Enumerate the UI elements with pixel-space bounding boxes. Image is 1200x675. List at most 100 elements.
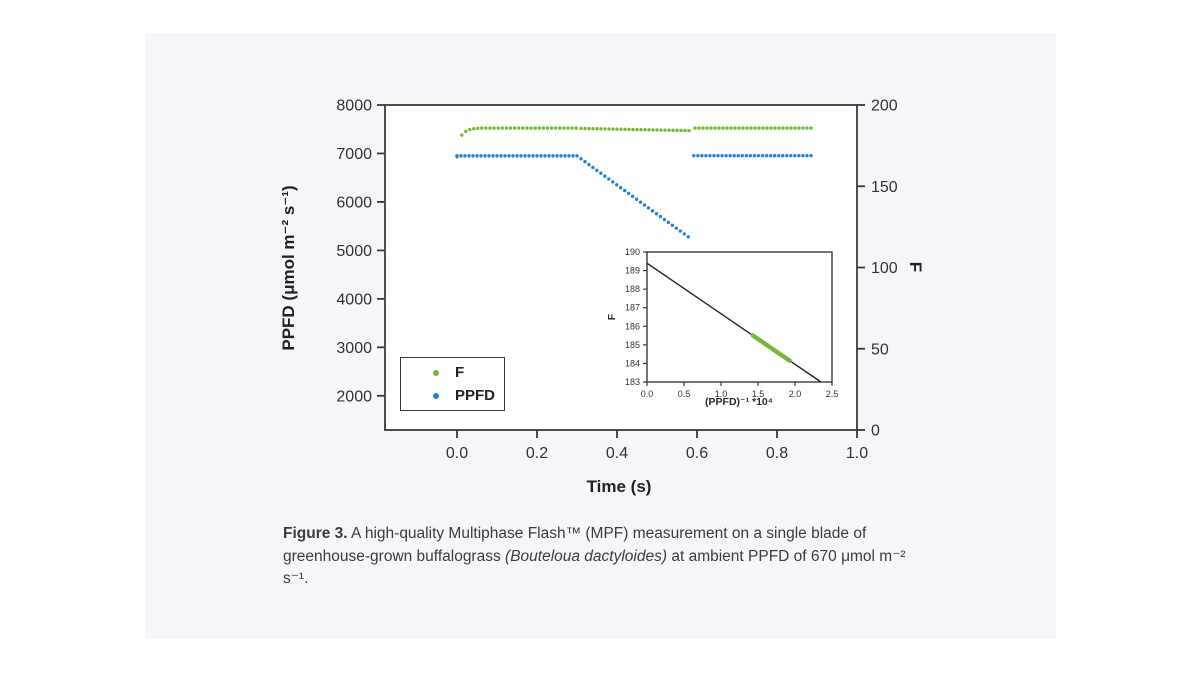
inset-y-tick-label: 186 bbox=[625, 321, 640, 331]
f-data-point bbox=[468, 127, 472, 132]
ppfd-data-point bbox=[658, 214, 663, 219]
ppfd-data-point bbox=[805, 153, 809, 158]
inset-data-point bbox=[787, 358, 793, 363]
ppfd-data-point bbox=[543, 154, 547, 158]
x-tick-label: 0.6 bbox=[686, 445, 708, 462]
f-data-point bbox=[647, 128, 651, 132]
f-data-point bbox=[667, 128, 671, 132]
f-data-point bbox=[603, 127, 607, 131]
f-data-point bbox=[713, 126, 717, 130]
ppfd-data-point bbox=[455, 154, 459, 158]
f-data-point bbox=[537, 126, 541, 130]
ppfd-data-point bbox=[531, 154, 535, 158]
f-data-point bbox=[801, 126, 805, 130]
f-data-point bbox=[729, 126, 733, 130]
f-data-point bbox=[687, 128, 691, 133]
ppfd-data-point bbox=[772, 153, 777, 158]
ppfd-data-point bbox=[674, 226, 678, 230]
ppfd-data-point bbox=[551, 154, 555, 158]
ppfd-data-point bbox=[611, 180, 615, 184]
ppfd-data-point bbox=[571, 154, 575, 158]
ppfd-data-point bbox=[622, 188, 627, 193]
ppfd-data-point bbox=[583, 159, 587, 164]
legend: F PPFD bbox=[400, 357, 505, 411]
ppfd-data-point bbox=[527, 154, 531, 158]
f-data-point bbox=[709, 126, 713, 130]
legend-swatch-f-icon bbox=[433, 369, 439, 376]
f-data-point bbox=[671, 128, 675, 133]
ppfd-data-point bbox=[736, 153, 740, 158]
f-data-point bbox=[765, 126, 769, 130]
f-data-point bbox=[741, 126, 745, 130]
ppfd-data-point bbox=[547, 154, 551, 158]
inset-x-tick-label: 0.5 bbox=[678, 389, 691, 399]
x-tick-label: 0.4 bbox=[606, 445, 628, 462]
f-data-point bbox=[476, 126, 480, 130]
caption-text-1: A high-quality Multiphase Flash™ (MPF) m… bbox=[283, 525, 867, 565]
caption-text-2: at ambient PPFD of 670 μmol m⁻² s⁻¹. bbox=[283, 547, 906, 588]
f-data-point bbox=[663, 128, 667, 132]
f-data-point bbox=[717, 126, 721, 130]
f-data-point bbox=[745, 126, 749, 130]
f-data-point bbox=[793, 126, 797, 130]
right-y-tick-label: 0 bbox=[871, 423, 880, 440]
f-data-point bbox=[615, 127, 619, 131]
caption-species-name: (Bouteloua dactyloides) bbox=[505, 547, 668, 565]
ppfd-data-point bbox=[467, 154, 471, 158]
inset-y-tick-label: 188 bbox=[625, 284, 640, 294]
right-y-tick-label: 100 bbox=[871, 260, 898, 277]
right-y-axis-title: F bbox=[906, 261, 925, 273]
ppfd-data-point bbox=[487, 154, 491, 158]
ppfd-data-point bbox=[740, 153, 744, 158]
f-data-point bbox=[757, 126, 761, 130]
f-data-point bbox=[562, 126, 566, 130]
right-y-tick-label: 50 bbox=[871, 341, 889, 358]
f-data-point bbox=[521, 126, 525, 130]
inset-x-tick-label: 2.5 bbox=[826, 389, 839, 399]
f-data-point bbox=[558, 126, 562, 130]
ppfd-data-point bbox=[654, 212, 659, 216]
ppfd-data-point bbox=[638, 200, 643, 204]
ppfd-data-point bbox=[599, 171, 603, 175]
ppfd-data-point bbox=[523, 154, 527, 158]
ppfd-data-point bbox=[797, 153, 801, 158]
f-data-point bbox=[607, 127, 611, 131]
ppfd-data-point bbox=[692, 153, 696, 158]
f-data-point bbox=[512, 126, 517, 130]
f-data-point bbox=[705, 126, 709, 130]
right-y-tick-label: 200 bbox=[871, 98, 898, 115]
ppfd-data-point bbox=[650, 209, 655, 213]
f-data-point bbox=[753, 126, 757, 130]
ppfd-data-point bbox=[744, 153, 749, 158]
ppfd-data-point bbox=[634, 197, 639, 201]
f-data-point bbox=[749, 126, 753, 130]
ppfd-data-point bbox=[686, 235, 690, 239]
ppfd-data-point bbox=[764, 153, 769, 158]
f-data-point bbox=[508, 126, 513, 130]
ppfd-data-point bbox=[666, 220, 671, 225]
ppfd-data-point bbox=[619, 185, 623, 190]
ppfd-data-point bbox=[662, 217, 667, 222]
f-data-point bbox=[553, 126, 558, 130]
legend-item-ppfd: PPFD bbox=[433, 388, 504, 404]
f-data-point bbox=[504, 126, 509, 130]
inset-y-tick-label: 187 bbox=[625, 303, 640, 313]
ppfd-data-point bbox=[776, 153, 781, 158]
ppfd-data-point bbox=[459, 154, 463, 158]
ppfd-data-point bbox=[515, 154, 519, 158]
f-data-point bbox=[480, 126, 484, 130]
f-data-point bbox=[789, 126, 793, 130]
ppfd-data-point bbox=[626, 191, 631, 196]
ppfd-data-point bbox=[607, 177, 611, 181]
ppfd-data-point bbox=[539, 154, 543, 158]
ppfd-data-point bbox=[708, 153, 712, 158]
ppfd-data-point bbox=[603, 174, 607, 178]
f-data-point bbox=[545, 126, 550, 130]
f-data-point bbox=[627, 127, 631, 132]
f-data-point bbox=[781, 126, 785, 130]
ppfd-data-point bbox=[499, 154, 503, 158]
ppfd-data-point bbox=[696, 153, 700, 158]
ppfd-data-point bbox=[646, 206, 651, 210]
ppfd-data-point bbox=[724, 153, 728, 158]
